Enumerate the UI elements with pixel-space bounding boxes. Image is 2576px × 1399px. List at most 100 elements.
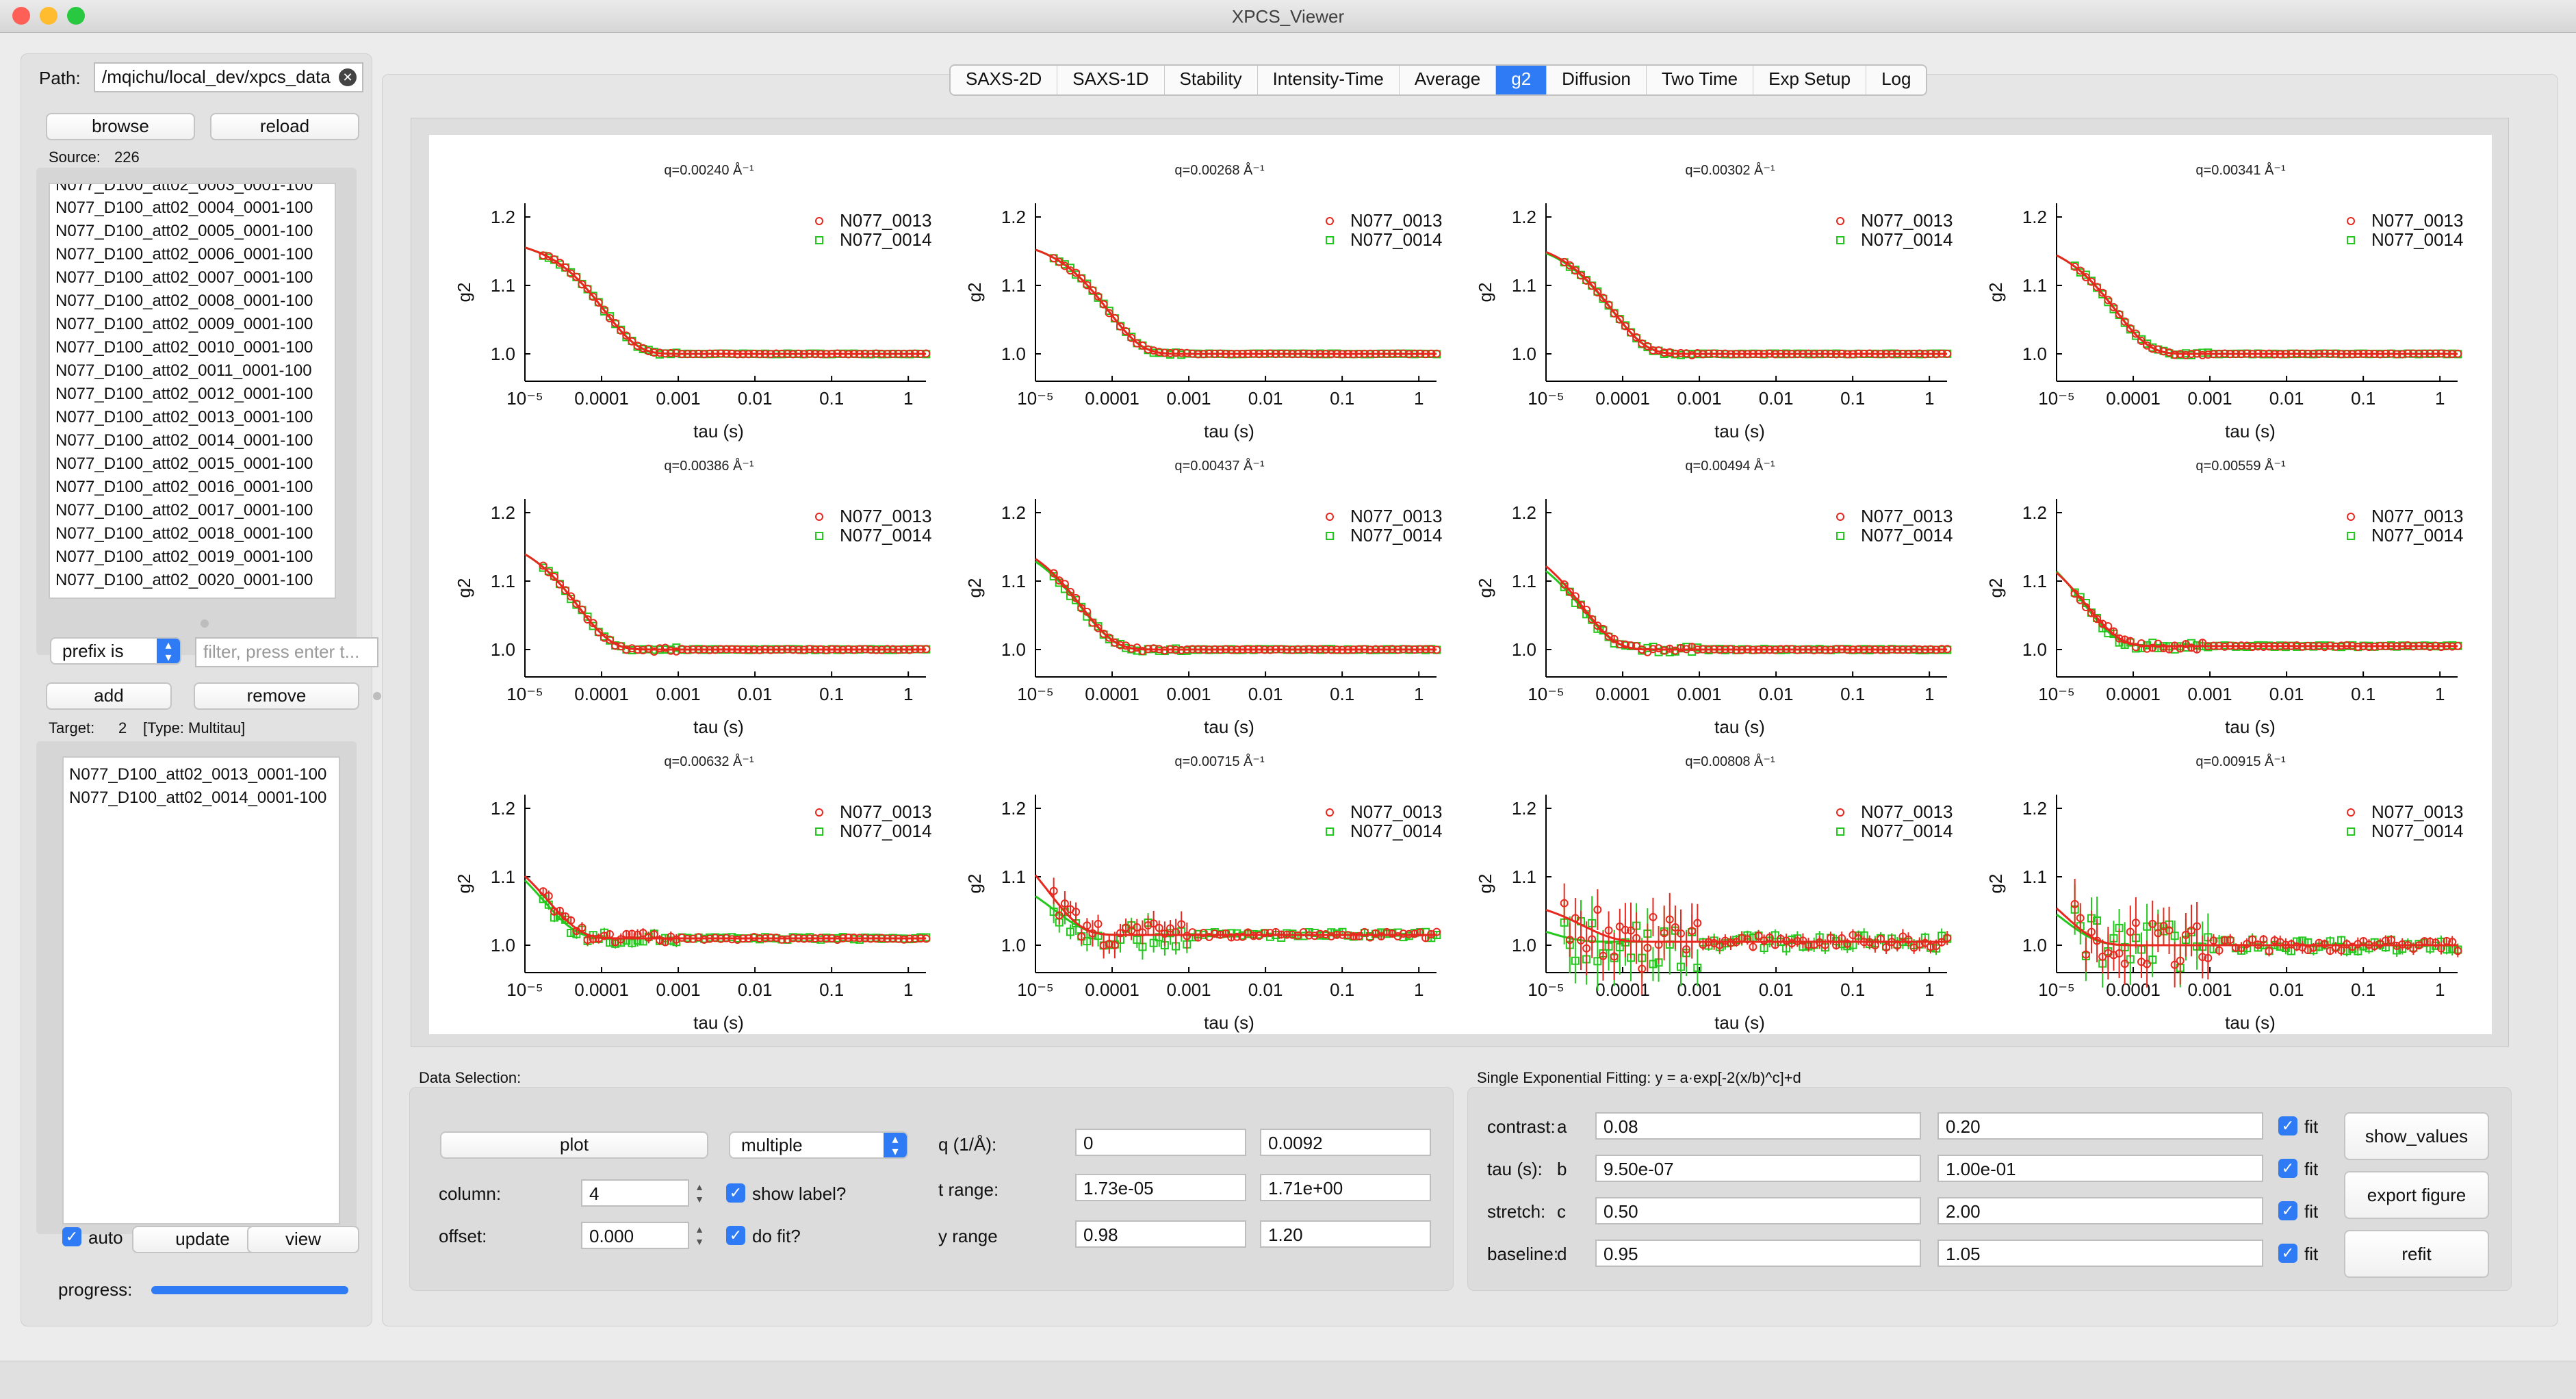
fit-param-checkbox[interactable]: ✓ <box>2278 1201 2297 1220</box>
subplot-title: q=0.00240 Å⁻¹ <box>664 162 754 178</box>
data-point <box>922 645 931 654</box>
tab-intensity-time[interactable]: Intensity-Time <box>1258 66 1400 94</box>
browse-button[interactable]: browse <box>46 113 195 140</box>
path-field[interactable]: /mqichu/local_dev/xpcs_data <box>94 62 363 92</box>
splitter-handle[interactable] <box>201 619 209 628</box>
fit-param-min-field[interactable]: 0.08 <box>1595 1112 1921 1140</box>
tab-average[interactable]: Average <box>1400 66 1497 94</box>
fit-param-max-field[interactable]: 1.05 <box>1937 1240 2263 1267</box>
g2-plot-grid: q=0.00240 Å⁻¹ 10⁻⁵ 0.0001 0.001 0.01 0.1 1 1.0 1… <box>454 162 2463 1033</box>
fit-param-max-field[interactable]: 0.20 <box>1937 1112 2263 1140</box>
fit-param-checkbox[interactable]: ✓ <box>2278 1244 2297 1263</box>
fit-param-max-field[interactable]: 2.00 <box>1937 1197 2263 1224</box>
reload-button[interactable]: reload <box>210 113 359 140</box>
source-list-item[interactable]: N077_D100_att02_0018_0001-100 <box>55 524 313 543</box>
auto-checkbox[interactable]: ✓ <box>62 1227 81 1246</box>
fit-param-min-field[interactable]: 0.95 <box>1595 1240 1921 1267</box>
tab-stability[interactable]: Stability <box>1165 66 1258 94</box>
source-list-item[interactable]: N077_D100_att02_0010_0001-100 <box>55 338 313 357</box>
data-point <box>605 929 614 938</box>
data-point <box>1415 928 1424 937</box>
fit-param-min-field[interactable]: 9.50e-07 <box>1595 1155 1921 1182</box>
source-list-item[interactable]: N077_D100_att02_0004_0001-100 <box>55 198 313 217</box>
chevron-updown-icon: ▴ ▾ <box>157 639 180 663</box>
column-stepper[interactable]: ▲ ▼ <box>695 1181 704 1205</box>
source-list-item[interactable]: N077_D100_att02_0016_0001-100 <box>55 478 313 496</box>
minimize-window-icon[interactable] <box>40 7 57 25</box>
splitter-handle-right[interactable] <box>373 692 381 700</box>
t-max-field[interactable]: 1.71e+00 <box>1260 1174 1431 1201</box>
x-tick-label: 0.01 <box>1248 979 1283 1000</box>
fit-param-checkbox[interactable]: ✓ <box>2278 1116 2297 1135</box>
t-min-field[interactable]: 1.73e-05 <box>1075 1174 1246 1201</box>
target-list-item[interactable]: N077_D100_att02_0013_0001-100 <box>69 765 327 784</box>
plot-button[interactable]: plot <box>440 1131 708 1159</box>
filter-input[interactable]: filter, press enter t... <box>195 637 378 667</box>
tab-log[interactable]: Log <box>1881 68 1911 89</box>
source-list-item[interactable]: N077_D100_att02_0019_0001-100 <box>55 548 313 566</box>
view-button[interactable]: view <box>247 1226 359 1253</box>
data-point <box>1599 951 1608 960</box>
source-list-item[interactable]: N077_D100_att02_0017_0001-100 <box>55 501 313 519</box>
source-list-item[interactable]: N077_D100_att02_0009_0001-100 <box>55 315 313 333</box>
source-list-item[interactable]: N077_D100_att02_0015_0001-100 <box>55 454 313 473</box>
data-point <box>694 349 703 358</box>
fit-param-max-field[interactable]: 1.00e-01 <box>1937 1155 2263 1182</box>
x-tick-label: 0.1 <box>1330 979 1354 1000</box>
data-point <box>1904 935 1913 944</box>
source-list-item[interactable]: N077_D100_att02_0014_0001-100 <box>55 431 313 450</box>
source-list-item[interactable]: N077_D100_att02_0013_0001-100 <box>55 408 313 426</box>
offset-stepper[interactable]: ▲ ▼ <box>695 1224 704 1247</box>
data-point <box>2198 350 2207 359</box>
fit-param-checkbox[interactable]: ✓ <box>2278 1159 2297 1178</box>
source-list[interactable]: N077_D100_att02_0003_0001-100 N077_D100_a… <box>49 183 336 599</box>
y-min-field[interactable]: 0.98 <box>1075 1220 1246 1248</box>
data-point <box>1560 899 1569 908</box>
data-point <box>1327 350 1336 359</box>
data-point <box>1565 587 1574 596</box>
data-point <box>2354 350 2362 359</box>
tab-saxs-1d[interactable]: SAXS-1D <box>1057 66 1165 94</box>
source-list-item[interactable]: N077_D100_att02_0005_0001-100 <box>55 222 313 240</box>
q-range-label: q (1/Å): <box>938 1134 997 1155</box>
q-max-field[interactable]: 0.0092 <box>1260 1129 1431 1156</box>
data-point <box>1432 349 1441 358</box>
refit-button[interactable]: refit <box>2344 1230 2489 1278</box>
offset-field[interactable]: 0.000 <box>581 1222 689 1249</box>
target-list-item[interactable]: N077_D100_att02_0014_0001-100 <box>69 788 327 807</box>
fit-param-min-field[interactable]: 0.50 <box>1595 1197 1921 1224</box>
tab-exp-setup[interactable]: Exp Setup <box>1753 66 1867 94</box>
x-tick-label: 10⁻⁵ <box>506 684 543 704</box>
q-min-field[interactable]: 0 <box>1075 1129 1246 1156</box>
column-field[interactable]: 4 <box>581 1179 689 1207</box>
maximize-window-icon[interactable] <box>67 7 85 25</box>
source-list-item[interactable]: N077_D100_att02_0012_0001-100 <box>55 385 313 403</box>
do-fit-checkbox[interactable]: ✓ <box>726 1226 745 1245</box>
filter-mode-select[interactable]: prefix is ▴ ▾ <box>50 637 181 665</box>
show-label-checkbox[interactable]: ✓ <box>726 1183 745 1203</box>
tab-two-time[interactable]: Two Time <box>1647 66 1754 94</box>
add-button[interactable]: add <box>46 682 172 710</box>
data-point <box>888 934 897 943</box>
source-list-item[interactable]: N077_D100_att02_0008_0001-100 <box>55 292 313 310</box>
data-point <box>1854 934 1863 943</box>
data-point <box>1793 936 1802 945</box>
plot-mode-select[interactable]: multiple ▴ ▾ <box>729 1131 908 1159</box>
tab-saxs-2d[interactable]: SAXS-2D <box>951 66 1058 94</box>
clear-path-icon[interactable]: ✕ <box>339 68 357 86</box>
y-max-field[interactable]: 1.20 <box>1260 1220 1431 1248</box>
data-point <box>1049 254 1058 263</box>
data-point <box>1210 929 1219 938</box>
source-list-item[interactable]: N077_D100_att02_0011_0001-100 <box>55 361 312 380</box>
export-figure-button[interactable]: export figure <box>2344 1171 2489 1219</box>
source-list-item[interactable]: N077_D100_att02_0006_0001-100 <box>55 245 313 264</box>
tab-g2[interactable]: g2 <box>1496 66 1547 94</box>
source-list-item[interactable]: N077_D100_att02_0003_0001-100 <box>55 184 313 194</box>
tab-diffusion[interactable]: Diffusion <box>1547 66 1647 94</box>
show-values-button[interactable]: show_values <box>2344 1112 2489 1160</box>
source-list-item[interactable]: N077_D100_att02_0007_0001-100 <box>55 268 313 287</box>
remove-button[interactable]: remove <box>194 682 359 710</box>
source-list-item[interactable]: N077_D100_att02_0020_0001-100 <box>55 571 313 589</box>
close-window-icon[interactable] <box>12 7 30 25</box>
target-list[interactable]: N077_D100_att02_0013_0001-100 N077_D100_a… <box>62 756 340 1224</box>
